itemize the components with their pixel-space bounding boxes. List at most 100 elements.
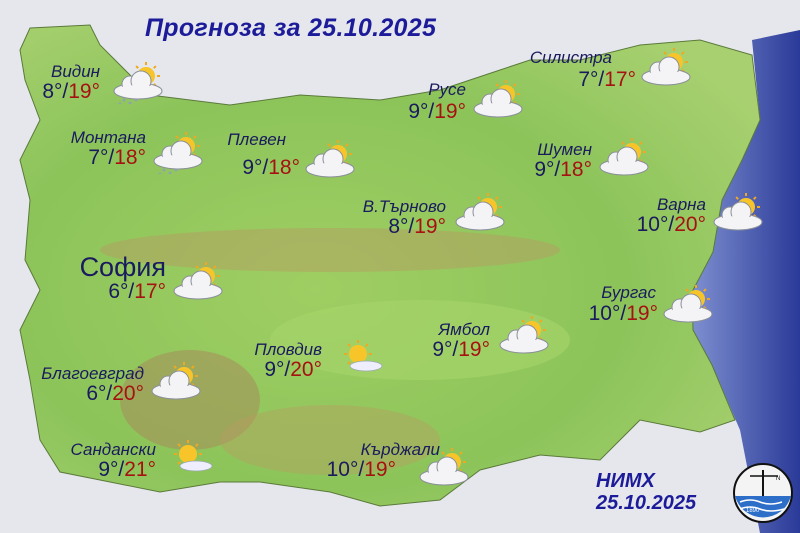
temperature-range: 10°/20° [637, 213, 706, 237]
partly-cloudy-icon [468, 80, 528, 122]
max-temp: 17° [604, 68, 636, 91]
max-temp: 18° [560, 158, 592, 181]
temperature-range: 7°/17° [578, 68, 636, 92]
sun-icon [174, 440, 202, 468]
partly-cloudy-icon [636, 48, 696, 90]
separator: / [62, 80, 69, 103]
city-name: Кърджали [360, 440, 440, 459]
nimh-logo: N 1890 [733, 463, 793, 523]
footer-date: 25.10.2025 [596, 492, 697, 514]
city-name: София [79, 252, 166, 282]
footer: НИМХ 25.10.2025 [596, 470, 696, 514]
separator: / [668, 213, 675, 236]
max-temp: 17° [134, 280, 166, 303]
temperature-range: 9°/20° [264, 358, 322, 382]
separator: / [262, 156, 269, 179]
city-name: Русе [428, 80, 466, 99]
temperature-range: 10°/19° [327, 458, 396, 482]
max-temp: 19° [364, 458, 396, 481]
max-temp: 18° [268, 156, 300, 179]
max-temp: 19° [434, 100, 466, 123]
agency-name: НИМХ [596, 470, 655, 492]
partly-cloudy-icon [708, 193, 768, 235]
svg-text:N: N [776, 476, 780, 482]
temperature-range: 9°/18° [534, 158, 592, 182]
temperature-range: 10°/19° [589, 302, 658, 326]
sun-icon [344, 340, 372, 368]
separator: / [284, 358, 291, 381]
min-temp: 9° [98, 458, 119, 481]
temperature-range: 7°/18° [88, 146, 146, 170]
separator: / [554, 158, 561, 181]
city-name: Шумен [537, 140, 592, 159]
balkan-mountains [100, 228, 560, 272]
partly-cloudy-rain-icon [148, 132, 208, 176]
separator: / [118, 458, 125, 481]
separator: / [428, 100, 435, 123]
min-temp: 9° [242, 156, 263, 179]
min-temp: 9° [432, 338, 453, 361]
city-name: Монтана [70, 128, 146, 147]
city-name: Ямбол [438, 320, 490, 339]
min-temp: 7° [578, 68, 599, 91]
max-temp: 19° [68, 80, 100, 103]
cloud-icon [349, 360, 383, 372]
max-temp: 21° [124, 458, 156, 481]
partly-cloudy-icon [450, 193, 510, 235]
max-temp: 20° [674, 213, 706, 236]
svg-text:1890: 1890 [746, 508, 760, 514]
separator: / [108, 146, 115, 169]
rila-pirin-mountains [120, 350, 260, 450]
min-temp: 8° [388, 215, 409, 238]
min-temp: 10° [588, 302, 621, 325]
min-temp: 10° [636, 213, 669, 236]
mostly-sunny-icon [330, 340, 390, 382]
separator: / [358, 458, 365, 481]
city-name: Бургас [601, 283, 656, 302]
city-name: Силистра [529, 48, 612, 67]
temperature-range: 9°/19° [432, 338, 490, 362]
partly-cloudy-icon [594, 138, 654, 180]
city-name: Варна [656, 195, 706, 214]
mostly-sunny-icon [160, 440, 220, 482]
partly-cloudy-rain-icon [108, 62, 168, 106]
temperature-range: 9°/18° [242, 156, 300, 180]
max-temp: 20° [290, 358, 322, 381]
min-temp: 9° [264, 358, 285, 381]
temperature-range: 6°/17° [108, 280, 166, 304]
max-temp: 19° [458, 338, 490, 361]
min-temp: 9° [408, 100, 429, 123]
partly-cloudy-icon [414, 448, 474, 490]
separator: / [452, 338, 459, 361]
city-name: Пловдив [254, 340, 322, 359]
page-title: Прогноза за 25.10.2025 [145, 14, 437, 42]
partly-cloudy-icon [146, 362, 206, 404]
temperature-range: 6°/20° [86, 382, 144, 406]
min-temp: 6° [108, 280, 129, 303]
max-temp: 19° [626, 302, 658, 325]
max-temp: 20° [112, 382, 144, 405]
city-name: Благоевград [41, 364, 144, 383]
partly-cloudy-icon [658, 285, 718, 327]
temperature-range: 9°/21° [98, 458, 156, 482]
cloud-icon [179, 460, 213, 472]
partly-cloudy-icon [168, 262, 228, 304]
city-name: В.Търново [362, 197, 446, 216]
city-name: Видин [51, 62, 100, 81]
separator: / [128, 280, 135, 303]
thracian-plain [270, 300, 570, 380]
separator: / [106, 382, 113, 405]
min-temp: 6° [86, 382, 107, 405]
min-temp: 7° [88, 146, 109, 169]
partly-cloudy-icon [494, 316, 554, 358]
city-name: Плевен [227, 130, 286, 149]
max-temp: 18° [114, 146, 146, 169]
max-temp: 19° [414, 215, 446, 238]
min-temp: 9° [534, 158, 555, 181]
city-name: Сандански [70, 440, 156, 459]
separator: / [408, 215, 415, 238]
temperature-range: 8°/19° [388, 215, 446, 239]
min-temp: 10° [326, 458, 359, 481]
temperature-range: 9°/19° [408, 100, 466, 124]
